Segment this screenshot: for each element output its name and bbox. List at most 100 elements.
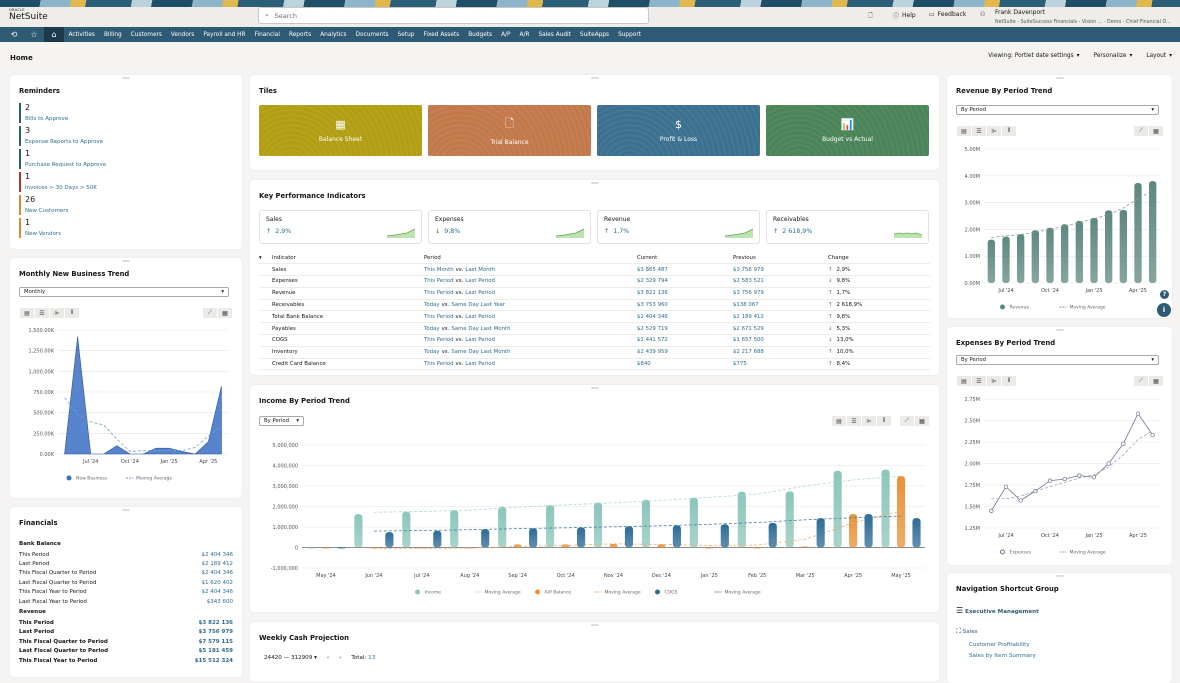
previous-cell[interactable]: $138 067	[733, 299, 828, 312]
nav-item[interactable]: Budgets	[468, 31, 493, 38]
column-chart-icon[interactable]: ⫴	[877, 416, 891, 426]
row-value[interactable]: $2 404 346	[201, 570, 234, 577]
shortcut-link[interactable]: Sales by Item Summary	[969, 653, 1036, 659]
period-select[interactable]: By Period ▾	[259, 416, 304, 426]
row-value[interactable]: $2 404 346	[201, 589, 234, 596]
current-cell[interactable]: $2 529 719	[637, 322, 733, 336]
kpi-card[interactable]: Expenses ↓ 9,8%	[428, 210, 591, 244]
period-link[interactable]: Last Period	[465, 361, 496, 368]
reminder-label[interactable]: Expense Reports to Approve	[25, 138, 104, 145]
period-link[interactable]: This Period	[424, 313, 454, 320]
period-select[interactable]: By Period ▾	[956, 105, 1159, 115]
previous-cell[interactable]: $775	[733, 358, 828, 371]
period-link[interactable]: This Period	[424, 361, 454, 368]
current-cell[interactable]: $2 329 794	[637, 275, 733, 288]
previous-cell[interactable]: $1 657 500	[733, 334, 828, 347]
tile-profit-loss[interactable]: $ Profit & Loss	[597, 105, 760, 156]
bar-chart-icon[interactable]: ⊫	[50, 308, 64, 318]
period-link[interactable]: Last Period	[465, 337, 496, 344]
nav-item[interactable]: Activities	[68, 31, 95, 38]
column-chart-icon[interactable]: ⫴	[1002, 376, 1016, 386]
period-link[interactable]: This Period	[424, 337, 454, 344]
tile-trial-balance[interactable]: 🗋 Trial Balance	[428, 105, 591, 156]
reminder-item[interactable]: 1 Purchase Request to Approve	[19, 149, 106, 170]
period-link[interactable]: This Month	[424, 266, 454, 273]
row-value[interactable]: $343 600	[206, 598, 233, 605]
nav-item[interactable]: A/P	[501, 31, 511, 38]
nav-item[interactable]: SuiteApps	[579, 31, 610, 38]
layout-dropdown[interactable]: Layout ▾	[1146, 53, 1172, 59]
line-chart-icon[interactable]: ⟋	[203, 308, 217, 318]
nav-item[interactable]: Reports	[288, 31, 312, 38]
nav-item[interactable]: Support	[618, 31, 641, 38]
nav-item[interactable]: Billing	[103, 31, 122, 38]
home-icon[interactable]: ⌂	[44, 27, 64, 42]
row-value[interactable]: $3 822 136	[198, 620, 233, 627]
row-value[interactable]: $1 620 402	[201, 579, 234, 586]
area-chart-icon[interactable]: ▤	[20, 308, 34, 318]
bar-chart-icon[interactable]: ⊫	[987, 126, 1001, 136]
previous-cell[interactable]: $2 189 412	[733, 310, 828, 324]
reminder-label[interactable]: Bills to Approve	[25, 115, 69, 122]
period-link[interactable]: Last Period	[465, 278, 496, 285]
stacked-chart-icon[interactable]: ☰	[972, 376, 986, 386]
reminder-label[interactable]: Purchase Request to Approve	[25, 161, 106, 168]
stacked-chart-icon[interactable]: ☰	[972, 126, 986, 136]
period-link[interactable]: Last Period	[465, 313, 496, 320]
row-value[interactable]: $2 189 412	[201, 561, 234, 568]
period-link[interactable]: Last Period	[465, 290, 496, 297]
previous-cell[interactable]: $3 756 979	[733, 263, 828, 277]
drag-handle[interactable]	[122, 509, 130, 511]
current-cell[interactable]: $840	[637, 358, 733, 371]
collapse-icon[interactable]: ▾	[259, 252, 272, 265]
nav-item[interactable]: Setup	[397, 31, 415, 38]
bar-chart-icon[interactable]: ⊫	[862, 416, 876, 426]
tile-balance-sheet[interactable]: ▦ Balance Sheet	[259, 105, 422, 156]
drag-handle[interactable]	[1055, 77, 1064, 79]
area-chart-icon[interactable]: ▤	[957, 376, 971, 386]
reminder-label[interactable]: New Customers	[25, 207, 69, 214]
current-cell[interactable]: $1 441 572	[637, 334, 733, 347]
feedback-link[interactable]: ▭ Feedback	[929, 11, 966, 18]
drag-handle[interactable]	[590, 624, 599, 626]
nav-item[interactable]: A/R	[519, 31, 530, 38]
drag-handle[interactable]	[1055, 575, 1064, 577]
period-link[interactable]: Same Day Last Month	[451, 325, 511, 332]
info-icon[interactable]: i	[1157, 303, 1171, 317]
current-cell[interactable]: $3 865 487	[637, 263, 733, 277]
period-link[interactable]: Last Month	[465, 266, 496, 273]
help-link[interactable]: ⓘ Help	[893, 11, 916, 20]
chart-settings-icon[interactable]: ▦	[218, 308, 232, 318]
period-link[interactable]: Today	[424, 302, 440, 309]
period-link[interactable]: This Period	[424, 278, 454, 285]
chart-settings-icon[interactable]: ▦	[1149, 126, 1163, 136]
nav-item[interactable]: Sales Audit	[538, 31, 571, 38]
chart-settings-icon[interactable]: ▦	[1149, 376, 1163, 386]
period-select[interactable]: Monthly ▾	[19, 287, 229, 297]
current-cell[interactable]: $3 753 960	[637, 299, 733, 312]
nav-item[interactable]: Analytics	[320, 31, 347, 38]
drag-handle[interactable]	[590, 77, 599, 79]
current-cell[interactable]: $2 439 959	[637, 346, 733, 359]
reminder-item[interactable]: 1 Invoices > 30 Days > 50K	[19, 172, 97, 193]
previous-cell[interactable]: $2 671 529	[733, 322, 828, 336]
reminder-item[interactable]: 2 Bills to Approve	[19, 103, 69, 124]
role-icon[interactable]: ⚇	[980, 11, 986, 18]
reminder-label[interactable]: Invoices > 30 Days > 50K	[25, 184, 97, 191]
search-input[interactable]: ⌕ Search	[258, 7, 649, 24]
viewing-dropdown[interactable]: Viewing: Portlet date settings ▾	[988, 53, 1079, 59]
shortcut-group-executive[interactable]: ☰ Executive Management	[956, 606, 1039, 615]
shortcut-link[interactable]: Customer Profitability	[969, 642, 1030, 648]
column-chart-icon[interactable]: ⫴	[1002, 126, 1016, 136]
recent-history-icon[interactable]: ⟲	[10, 30, 18, 39]
kpi-card[interactable]: Receivables ↑ 2 618,9%	[766, 210, 929, 244]
row-value[interactable]: $5 181 459	[198, 648, 233, 655]
line-chart-icon[interactable]: ⟋	[1134, 376, 1148, 386]
column-chart-icon[interactable]: ⫴	[65, 308, 79, 318]
kpi-card[interactable]: Revenue ↑ 1,7%	[597, 210, 760, 244]
period-link[interactable]: Today	[424, 325, 440, 332]
next-page-icon[interactable]: ›	[339, 655, 342, 661]
row-value[interactable]: $7 579 115	[198, 638, 233, 645]
drag-handle[interactable]	[590, 182, 599, 184]
period-select[interactable]: By Period ▾	[956, 355, 1159, 365]
